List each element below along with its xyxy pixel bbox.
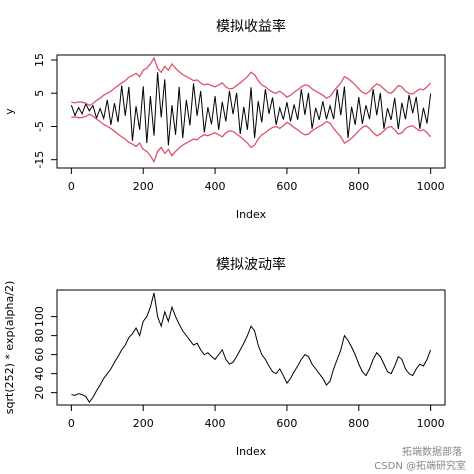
y-tick-label: -5 [33,121,46,132]
x-tick-label: 800 [348,417,369,430]
x-axis-label: Index [236,445,267,458]
plot-frame [56,289,446,406]
watermark: 拓端数据部落 [402,445,462,458]
chart-title: 模拟收益率 [216,18,286,35]
y-tick-label: 80 [33,329,46,343]
series-line [71,113,432,164]
x-tick-label: 0 [68,180,75,193]
x-tick-label: 600 [276,417,297,430]
y-tick-label: 100 [33,306,46,327]
y-tick-label: 5 [33,90,46,97]
x-tick-label: 400 [205,417,226,430]
chart-title: 模拟波动率 [216,256,286,273]
y-tick-label: 15 [33,53,46,67]
y-tick-label: 40 [33,367,46,381]
watermark: CSDN @拓端研究室 [374,459,466,472]
x-tick-label: 1000 [417,417,445,430]
series-line [70,72,432,146]
x-tick-label: 400 [205,180,226,193]
y-tick-label: 60 [33,348,46,362]
y-tick-label: 20 [33,386,46,400]
series-line [71,292,432,404]
y-axis-label: sqrt(252) * exp(alpha/2) [3,281,16,414]
y-axis-label: y [3,108,16,115]
x-tick-label: 800 [348,180,369,193]
x-tick-label: 1000 [417,180,445,193]
y-tick-label: -15 [33,151,46,169]
x-tick-label: 200 [133,417,154,430]
x-tick-label: 600 [276,180,297,193]
x-tick-label: 0 [68,417,75,430]
x-tick-label: 200 [133,180,154,193]
series-line [71,56,432,107]
x-axis-label: Index [236,208,267,221]
